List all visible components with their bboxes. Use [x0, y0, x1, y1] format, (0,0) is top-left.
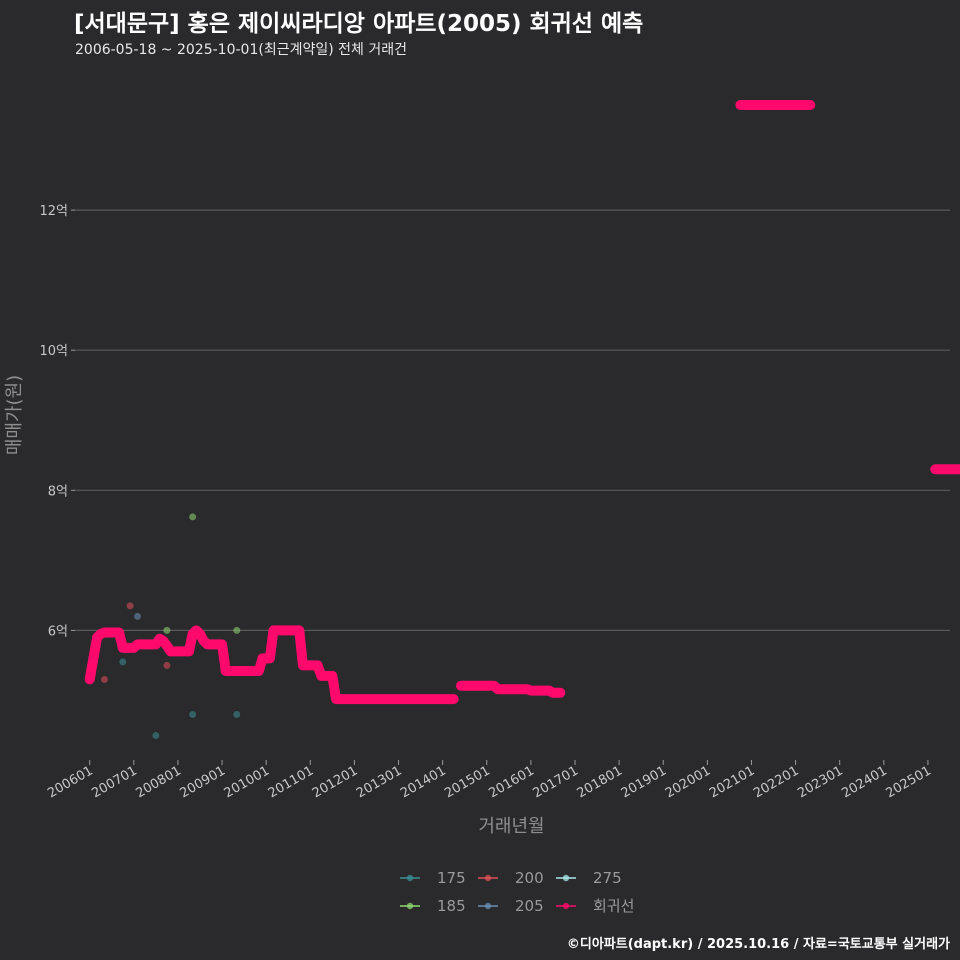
- x-tick-label: 201101: [266, 763, 316, 801]
- x-tick-label: 200801: [133, 763, 183, 801]
- x-tick-label: 201201: [310, 763, 360, 801]
- regression-segment: [456, 680, 566, 698]
- data-point-205: [134, 612, 141, 620]
- x-tick-label: 202101: [707, 763, 757, 801]
- x-tick-label: 201001: [222, 763, 272, 801]
- x-tick-label: 200901: [178, 763, 228, 801]
- data-point-175: [233, 710, 241, 718]
- legend-item: 175: [400, 869, 466, 887]
- legend-label: 175: [437, 869, 466, 887]
- data-point-175: [189, 710, 197, 718]
- data-point-200: [100, 675, 108, 683]
- data-point-200: [163, 661, 171, 669]
- x-tick-label: 202401: [839, 763, 889, 801]
- chart-title: [서대문구] 홍은 제이씨라디앙 아파트(2005) 회귀선 예측: [74, 11, 644, 37]
- legend-label: 205: [515, 897, 544, 915]
- y-tick-label: 8억: [48, 484, 68, 499]
- legend-key-dot: [406, 874, 414, 882]
- legend-key-dot: [484, 874, 492, 882]
- x-tick-label: 201901: [619, 763, 669, 801]
- legend-label: 회귀선: [593, 897, 634, 915]
- x-tick-label: 201601: [486, 763, 536, 801]
- legend-item: 회귀선: [556, 897, 634, 915]
- data-point-175: [152, 731, 160, 739]
- data-point-185: [233, 626, 241, 634]
- data-point-175: [119, 658, 127, 666]
- x-tick-label: 202001: [663, 763, 713, 801]
- x-tick-label: 202501: [883, 763, 933, 801]
- x-tick-label: 200701: [89, 763, 139, 801]
- chart-subtitle: 2006-05-18 ~ 2025-10-01(최근계약일) 전체 거래건: [75, 42, 407, 58]
- legend-item: 185: [400, 897, 466, 915]
- x-tick-label: 201301: [354, 763, 404, 801]
- y-tick-label: 6억: [48, 624, 68, 639]
- x-tick-label: 201801: [575, 763, 625, 801]
- legend-key-dot: [406, 902, 414, 910]
- y-tick-label: 12억: [39, 204, 68, 219]
- regression-line: [84, 100, 960, 705]
- legend-item: 205: [478, 897, 544, 915]
- x-axis-title: 거래년월: [478, 816, 544, 837]
- x-tick-label: 202301: [795, 763, 845, 801]
- legend-label: 200: [515, 869, 544, 887]
- legend-label: 185: [437, 897, 466, 915]
- legend-item: 200: [478, 869, 544, 887]
- x-axis-ticks: 2006012007012008012009012010012011012012…: [45, 760, 934, 801]
- data-point-185: [189, 513, 197, 521]
- data-point-200: [126, 602, 134, 610]
- source-caption: ©디아파트(dapt.kr) / 2025.10.16 / 자료=국토교통부 실…: [566, 937, 950, 952]
- data-point-185: [163, 626, 171, 634]
- x-tick-label: 200601: [45, 763, 95, 801]
- legend-key-dot: [562, 874, 570, 882]
- legend-key-dot: [562, 902, 570, 910]
- legend-label: 275: [593, 869, 622, 887]
- legend: 175 200 275 185 205 회귀선: [400, 869, 634, 915]
- y-axis-ticks: 6억 8억 10억 12억: [39, 204, 75, 639]
- regression-segment: [84, 625, 459, 705]
- y-axis-title: 매매가(원): [4, 375, 25, 455]
- scatter-points: [100, 513, 528, 739]
- legend-key-dot: [484, 902, 492, 910]
- x-tick-label: 201701: [531, 763, 581, 801]
- grid-lines: [75, 209, 950, 632]
- x-tick-label: 201401: [398, 763, 448, 801]
- legend-item: 275: [556, 869, 622, 887]
- x-tick-label: 201501: [442, 763, 492, 801]
- y-tick-label: 10억: [39, 344, 68, 359]
- x-tick-label: 202201: [751, 763, 801, 801]
